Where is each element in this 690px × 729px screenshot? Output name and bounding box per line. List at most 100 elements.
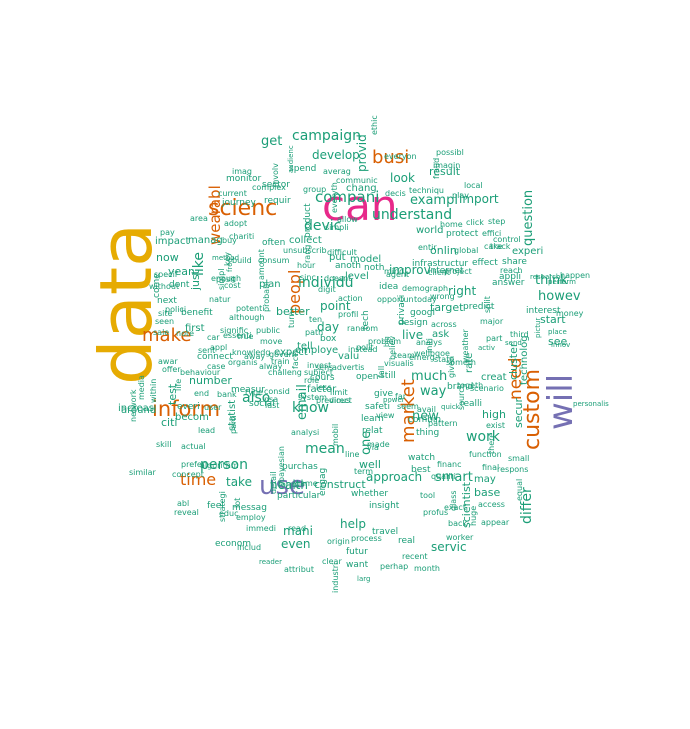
word-approach: approach bbox=[366, 470, 423, 484]
word-buy: buy bbox=[222, 236, 237, 245]
word-pay: pay bbox=[160, 228, 175, 237]
word-secur: secur bbox=[512, 397, 525, 428]
word-initi: initi bbox=[425, 338, 434, 353]
word-reader: reader bbox=[259, 558, 282, 566]
word-case: case bbox=[207, 362, 226, 371]
word-tell: tell bbox=[297, 341, 313, 352]
word-demograph: demograph bbox=[402, 284, 449, 293]
word-construct: construct bbox=[314, 478, 366, 491]
word-entir: entir bbox=[418, 243, 437, 252]
word-number: number bbox=[189, 374, 232, 387]
word-enough: enough bbox=[211, 274, 242, 283]
word-brand: brand bbox=[447, 382, 474, 392]
word-profil: profil bbox=[338, 310, 359, 319]
word-best: best bbox=[411, 465, 431, 475]
word-imagin: imagin bbox=[433, 161, 461, 170]
word-complex: complex bbox=[252, 183, 286, 192]
word-effici: effici bbox=[482, 229, 502, 238]
word-note: note bbox=[176, 329, 195, 338]
word-pictur: pictur bbox=[534, 317, 542, 338]
word-state: state bbox=[434, 355, 455, 364]
word-third: third bbox=[510, 330, 529, 339]
word-digit: digit bbox=[318, 285, 336, 294]
word-similar: similar bbox=[129, 468, 156, 477]
word-mobil: mobil bbox=[331, 423, 340, 446]
word-improv: improv bbox=[389, 263, 431, 277]
word-audienc: audienc bbox=[287, 145, 295, 173]
word-via: via bbox=[367, 443, 379, 452]
word-question: question bbox=[521, 189, 536, 246]
word-system: system bbox=[298, 393, 327, 402]
word-know: know bbox=[292, 400, 329, 416]
word-also: also bbox=[242, 390, 271, 406]
word-click: click bbox=[466, 218, 484, 227]
word-final: final bbox=[482, 463, 500, 472]
word-group: group bbox=[303, 185, 327, 194]
word-within: within bbox=[149, 378, 158, 403]
word-chang: chang bbox=[346, 183, 377, 194]
word-way: way bbox=[420, 384, 447, 399]
word-global: global bbox=[454, 246, 479, 255]
word-manag: manag bbox=[188, 235, 223, 246]
word-consum: consum bbox=[258, 256, 290, 265]
word-becom: becom bbox=[175, 412, 209, 423]
word-step: step bbox=[488, 217, 506, 226]
word-team: team bbox=[394, 351, 415, 360]
word-collect: collect bbox=[289, 235, 322, 246]
word-method: method bbox=[212, 254, 240, 262]
word-previous: previous bbox=[316, 396, 351, 405]
word-may: may bbox=[474, 474, 496, 485]
word-import: import bbox=[459, 192, 499, 206]
word-new: new bbox=[412, 409, 439, 424]
word-line: line bbox=[345, 450, 360, 459]
word-small: small bbox=[508, 454, 530, 463]
word-financ: financ bbox=[437, 460, 462, 469]
word-car: car bbox=[207, 333, 220, 342]
word-level: level bbox=[345, 271, 369, 282]
word-bayesian: bayesian bbox=[277, 446, 286, 482]
word-learn: learn bbox=[361, 414, 384, 424]
word-give: give bbox=[374, 389, 394, 399]
word-user: user bbox=[204, 403, 222, 412]
word-work: work bbox=[466, 429, 500, 445]
word-send: send bbox=[505, 339, 522, 347]
word-product: product bbox=[303, 203, 313, 238]
word-innov: innov bbox=[551, 341, 571, 349]
word-googl: googl bbox=[410, 308, 435, 318]
word-social: social bbox=[249, 399, 275, 409]
word-instead: instead bbox=[348, 345, 378, 354]
word-time: time bbox=[180, 470, 217, 489]
word-target: target bbox=[430, 301, 464, 314]
word-someth: someth bbox=[446, 358, 476, 367]
word-local: local bbox=[464, 181, 483, 190]
word-view: view bbox=[376, 411, 395, 420]
word-cours: cours bbox=[310, 373, 335, 383]
word-health: health bbox=[270, 478, 308, 492]
word-alway: alway bbox=[259, 362, 283, 371]
word-subject: subject bbox=[304, 368, 333, 377]
word-result: result bbox=[429, 165, 461, 178]
word-wellbgoe: wellbgoe bbox=[414, 349, 450, 358]
word-real: real bbox=[398, 536, 416, 546]
word-understand: understand bbox=[372, 207, 453, 223]
word-control: control bbox=[493, 235, 521, 244]
word-read: read bbox=[288, 524, 307, 533]
word-play: play bbox=[452, 191, 469, 200]
word-togeth: togeth bbox=[457, 381, 484, 390]
word-put: put bbox=[329, 252, 346, 263]
word-lead: lead bbox=[198, 426, 216, 435]
word-emerg: emerg bbox=[409, 353, 435, 362]
word-bank: bank bbox=[217, 390, 237, 399]
word-access: access bbox=[478, 500, 505, 509]
word-signific: signific bbox=[220, 326, 249, 335]
word-next: next bbox=[157, 296, 177, 306]
word-citi: citi bbox=[161, 416, 178, 429]
word-exact: exact bbox=[444, 503, 466, 512]
word-exist: exist bbox=[486, 421, 506, 430]
word-less: less bbox=[316, 383, 332, 392]
word-pattern: pattern bbox=[428, 419, 458, 428]
word-imag: imag bbox=[232, 167, 252, 176]
word-happen: happen bbox=[560, 271, 591, 280]
word-spend: spend bbox=[289, 164, 317, 174]
